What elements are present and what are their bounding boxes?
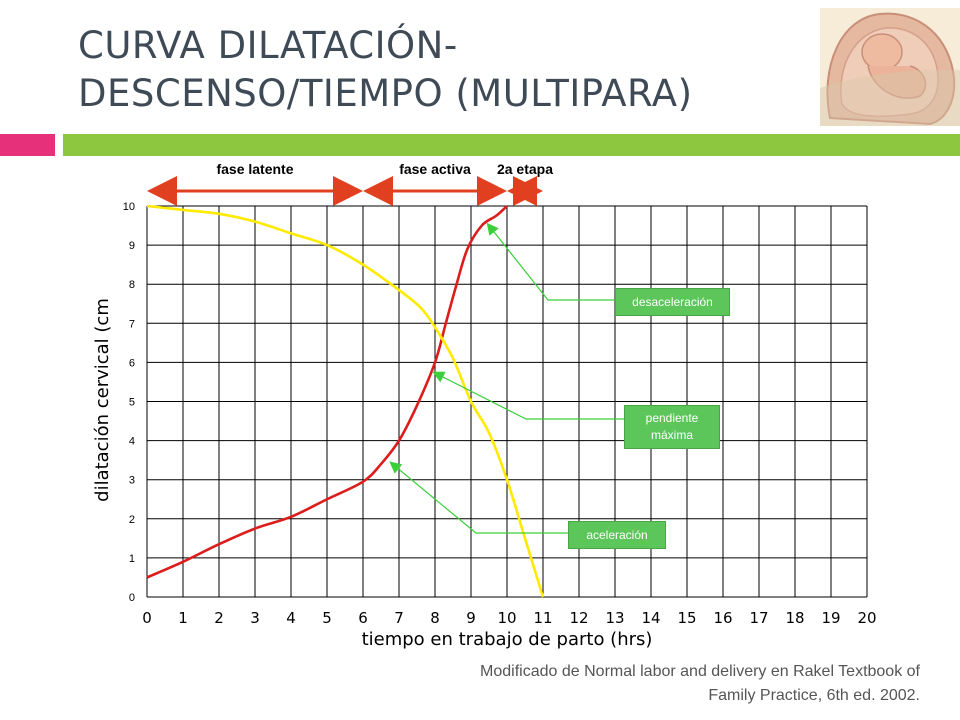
annotation-pointer: [432, 371, 624, 420]
x-tick-label: 5: [322, 609, 332, 627]
fetus-illustration: [820, 8, 960, 126]
x-tick-label: 13: [605, 609, 624, 627]
x-tick-label: 2: [214, 609, 224, 627]
x-tick-label: 7: [394, 609, 404, 627]
y-tick-label: 1: [129, 553, 135, 565]
x-tick-label: 4: [286, 609, 296, 627]
x-tick-label: 8: [430, 609, 440, 627]
x-tick-label: 3: [250, 609, 260, 627]
x-tick-label: 0: [142, 609, 152, 627]
x-tick-label: 9: [466, 609, 476, 627]
x-tick-label: 10: [497, 609, 516, 627]
annotation-pointer: [389, 461, 568, 534]
pink-accent-bar: [0, 134, 55, 156]
slide-title: CURVA DILATACIÓN- DESCENSO/TIEMPO (MULTI…: [78, 22, 818, 118]
y-axis-label: dilatación cervical (cm: [92, 298, 113, 502]
y-tick-label: 2: [129, 514, 135, 526]
y-tick-label: 4: [129, 436, 135, 448]
x-tick-label: 11: [533, 609, 552, 627]
x-tick-label: 19: [821, 609, 840, 627]
x-tick-label: 15: [677, 609, 696, 627]
tick-labels: 0 1 2 3 4 5 6 7 8 9 10 11 12 13 14 15 16 17 18 19 2001234567…: [123, 201, 877, 627]
y-tick-label: 0: [129, 592, 135, 604]
green-accent-bar: [63, 134, 960, 156]
title-line-2: DESCENSO/TIEMPO (MULTIPARA): [78, 72, 693, 115]
x-tick-label: 20: [857, 609, 876, 627]
y-tick-label: 8: [129, 279, 135, 291]
annotation-pointer: [486, 222, 615, 301]
source-caption: Modificado de Normal labor and delivery …: [360, 660, 920, 708]
x-tick-label: 12: [569, 609, 588, 627]
caption-line-2: Family Practice, 6th ed. 2002.: [708, 687, 920, 704]
annotation-desaceleracion: desaceleración: [615, 288, 730, 316]
y-tick-label: 5: [129, 397, 135, 409]
annotation-desaceleracion-label: desaceleración: [632, 295, 713, 309]
y-tick-label: 10: [123, 201, 135, 213]
phase-label: fase latente: [216, 161, 293, 177]
phase-label: 2a etapa: [497, 161, 553, 177]
y-tick-label: 7: [129, 318, 135, 330]
x-tick-label: 6: [358, 609, 368, 627]
x-tick-label: 17: [749, 609, 768, 627]
annotation-pendiente-line2: máxima: [650, 428, 693, 442]
x-tick-label: 1: [178, 609, 188, 627]
series-lines: [146, 204, 545, 598]
annotation-pointers: [389, 222, 624, 534]
x-tick-label: 16: [713, 609, 732, 627]
annotation-pendiente-maxima: pendiente máxima: [624, 405, 720, 449]
descent-curve-line: [146, 204, 545, 598]
x-axis-label: tiempo en trabajo de parto (hrs): [362, 629, 653, 650]
annotation-aceleracion: aceleración: [568, 521, 666, 549]
y-tick-label: 6: [129, 357, 135, 369]
y-tick-label: 9: [129, 240, 135, 252]
phase-label: fase activa: [399, 161, 471, 177]
x-tick-label: 14: [641, 609, 660, 627]
y-tick-label: 3: [129, 475, 135, 487]
phase-arrows: fase latente fase activa 2a etapa: [147, 161, 553, 206]
title-line-1: CURVA DILATACIÓN-: [78, 24, 458, 67]
annotation-aceleracion-label: aceleración: [586, 528, 648, 542]
dilation-curve-line: [146, 205, 508, 579]
x-tick-label: 18: [785, 609, 804, 627]
caption-line-1: Modificado de Normal labor and delivery …: [480, 663, 920, 680]
annotation-pendiente-line1: pendiente: [645, 411, 699, 425]
grid-lines: [146, 205, 868, 598]
